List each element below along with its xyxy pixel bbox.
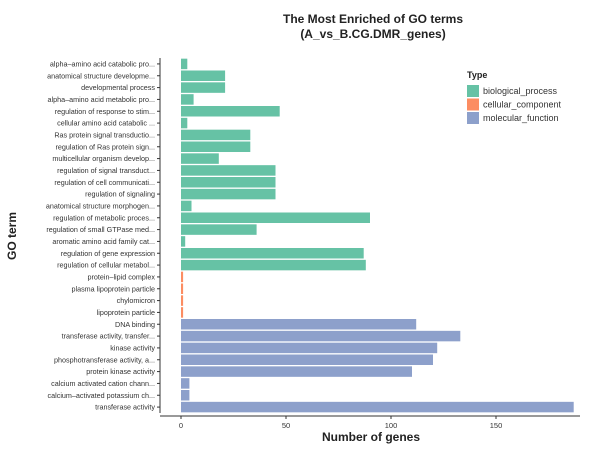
bar-8 bbox=[181, 153, 219, 164]
bar-4 bbox=[181, 106, 280, 117]
bar-27 bbox=[181, 378, 190, 389]
y-tick-label-10: regulation of cell communicati... bbox=[54, 178, 155, 187]
bar-22 bbox=[181, 319, 417, 330]
y-tick-label-2: developmental process bbox=[81, 83, 155, 92]
y-tick-label-14: regulation of small GTPase med... bbox=[46, 225, 155, 234]
bar-17 bbox=[181, 259, 366, 271]
y-tick-label-9: regulation of signal transduct... bbox=[57, 166, 155, 175]
bar-18 bbox=[181, 271, 184, 283]
y-tick-label-0: alpha–amino acid catabolic pro... bbox=[50, 59, 155, 68]
bar-13 bbox=[181, 212, 370, 223]
bar-1 bbox=[181, 70, 226, 81]
bar-2 bbox=[181, 82, 226, 93]
bar-25 bbox=[181, 354, 433, 365]
bar-14 bbox=[181, 224, 257, 235]
y-tick-label-27: calcium activated cation chann... bbox=[51, 379, 155, 388]
bar-7 bbox=[181, 141, 251, 152]
y-tick-label-24: kinase activity bbox=[110, 343, 155, 352]
y-tick-label-21: lipoprotein particle bbox=[97, 308, 155, 317]
y-tick-label-5: cellular amino acid catabolic ... bbox=[57, 119, 155, 128]
y-tick-label-11: regulation of signaling bbox=[85, 190, 155, 199]
y-tick-label-20: chylomicron bbox=[117, 296, 155, 305]
bar-9 bbox=[181, 165, 276, 176]
bar-3 bbox=[181, 94, 194, 105]
y-tick-label-26: protein kinase activity bbox=[86, 367, 155, 376]
legend-title: Type bbox=[467, 70, 487, 80]
bar-23 bbox=[181, 330, 461, 342]
bar-10 bbox=[181, 177, 276, 188]
legend: Type biological_process cellular_componen… bbox=[467, 70, 562, 124]
y-tick-label-28: calcium–activated potassium ch... bbox=[48, 391, 155, 400]
bar-24 bbox=[181, 342, 438, 354]
y-tick-label-19: plasma lipoprotein particle bbox=[72, 284, 156, 293]
legend-swatch-2 bbox=[467, 112, 479, 124]
y-tick-label-8: multicellular organism develop... bbox=[52, 154, 155, 163]
legend-swatch-0 bbox=[467, 85, 479, 97]
bar-21 bbox=[181, 307, 184, 318]
bar-12 bbox=[181, 200, 192, 212]
x-tick-label-0: 0 bbox=[179, 421, 183, 430]
y-tick-label-6: Ras protein signal transductio... bbox=[54, 130, 155, 139]
y-tick-label-25: phosphotransferase activity, a... bbox=[54, 355, 155, 364]
bar-11 bbox=[181, 188, 276, 200]
x-tick-label-3: 150 bbox=[490, 421, 503, 430]
y-tick-label-4: regulation of response to stim... bbox=[55, 107, 155, 116]
y-tick-label-17: regulation of cellular metabol... bbox=[57, 261, 155, 270]
legend-label-1: cellular_component bbox=[483, 100, 562, 110]
bars-group bbox=[181, 58, 574, 413]
y-tick-label-15: aromatic amino acid family cat... bbox=[52, 237, 155, 246]
y-tick-label-22: DNA binding bbox=[115, 320, 155, 329]
y-tick-label-12: anatomical structure morphogen... bbox=[46, 201, 155, 210]
y-tick-label-16: regulation of gene expression bbox=[61, 249, 155, 258]
x-tick-label-2: 100 bbox=[385, 421, 398, 430]
bar-20 bbox=[181, 295, 184, 306]
legend-swatch-1 bbox=[467, 98, 479, 111]
y-tick-label-18: protein–lipid complex bbox=[87, 272, 155, 281]
bar-28 bbox=[181, 390, 190, 401]
bar-15 bbox=[181, 236, 186, 247]
y-tick-label-3: alpha–amino acid metabolic pro... bbox=[48, 95, 155, 104]
chart-subtitle: (A_vs_B.CG.DMR_genes) bbox=[300, 27, 445, 41]
legend-label-0: biological_process bbox=[483, 86, 558, 96]
y-tick-label-1: anatomical structure developme... bbox=[47, 71, 155, 80]
y-tick-labels: alpha–amino acid catabolic pro... anatomi… bbox=[46, 59, 160, 412]
y-tick-label-13: regulation of metabolic proces... bbox=[53, 213, 155, 222]
x-tick-label-1: 50 bbox=[282, 421, 290, 430]
chart-title: The Most Enriched of GO terms bbox=[283, 12, 463, 26]
bar-29 bbox=[181, 401, 574, 413]
y-axis-title: GO term bbox=[5, 212, 19, 260]
bar-6 bbox=[181, 129, 251, 141]
x-axis-title: Number of genes bbox=[322, 430, 420, 444]
bar-26 bbox=[181, 366, 412, 377]
x-ticks: 0 50 100 150 bbox=[179, 416, 502, 430]
bar-16 bbox=[181, 248, 364, 259]
y-tick-label-7: regulation of Ras protein sign... bbox=[56, 142, 156, 151]
y-tick-label-29: transferase activity bbox=[95, 403, 155, 412]
y-tick-label-23: transferase activity, transfer... bbox=[62, 332, 155, 341]
bar-5 bbox=[181, 117, 188, 129]
bar-19 bbox=[181, 283, 184, 294]
bar-0 bbox=[181, 58, 188, 70]
legend-label-2: molecular_function bbox=[483, 113, 559, 123]
